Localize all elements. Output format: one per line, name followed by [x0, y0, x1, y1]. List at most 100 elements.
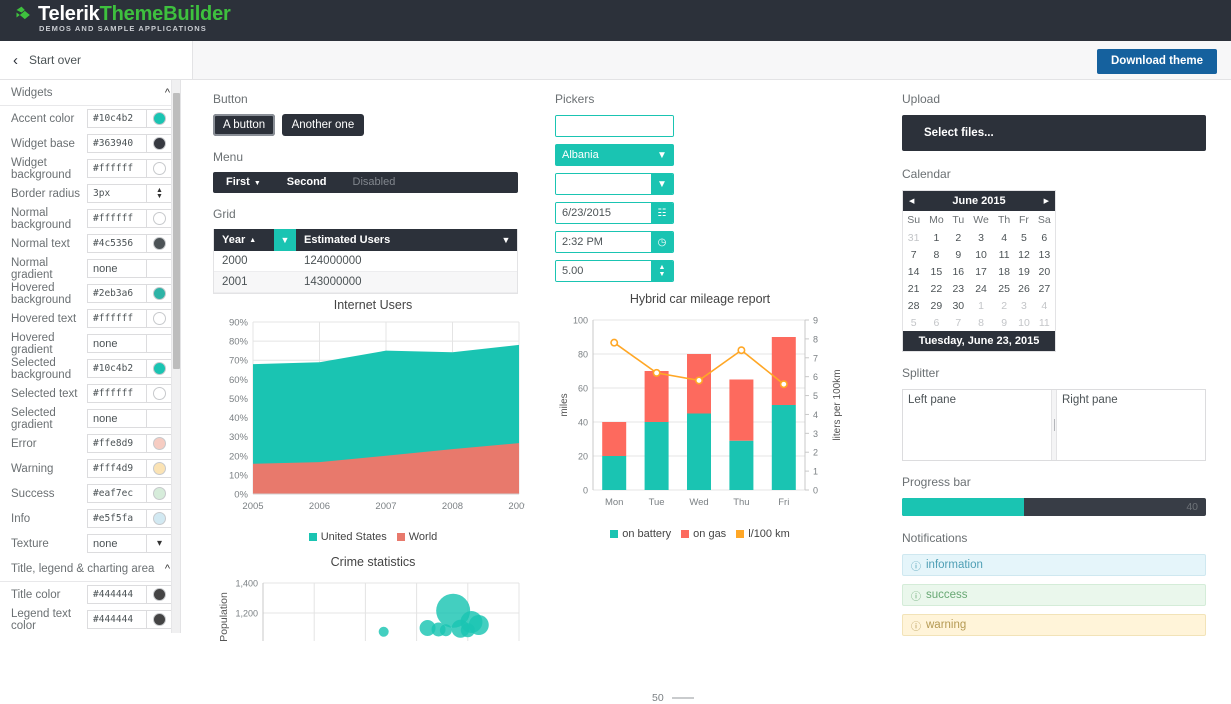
calendar-day-cell[interactable]: 13 [1038, 248, 1051, 261]
table-row[interactable]: 2001 143000000 [214, 272, 517, 293]
caret-left-icon[interactable]: ◀ [909, 198, 915, 205]
sidebar-property-value[interactable]: #ffe8d9 [87, 434, 147, 453]
start-over-button[interactable]: ‹ Start over [0, 41, 193, 79]
legend-item-world[interactable]: World [396, 531, 437, 543]
sidebar-property-value[interactable]: #2eb3a6 [87, 284, 147, 303]
calendar-day-cell[interactable]: 14 [907, 265, 920, 278]
color-swatch-button[interactable] [147, 109, 173, 128]
calendar-day-cell[interactable]: 1 [933, 231, 940, 244]
color-swatch-button[interactable] [147, 284, 173, 303]
dropdownlist-picker[interactable]: Albania ▼ [555, 144, 674, 166]
sidebar-section-header[interactable]: Title, legend & charting area ^ [0, 556, 180, 582]
sidebar-property-control[interactable]: #fff4d9 [87, 459, 173, 478]
sidebar-property-value[interactable]: #ffffff [87, 209, 147, 228]
calendar-day-cell[interactable]: 9 [955, 248, 962, 261]
sidebar-property-value[interactable]: none [87, 334, 147, 353]
calendar-day-cell[interactable]: 7 [910, 248, 917, 261]
calendar-day-cell[interactable]: 25 [998, 282, 1010, 295]
calendar-day-cell[interactable]: 4 [1001, 231, 1008, 244]
calendar-day-cell[interactable]: 15 [930, 265, 943, 278]
calendar-day-cell[interactable]: 21 [907, 282, 920, 295]
calendar-day-cell[interactable]: 6 [1041, 231, 1048, 244]
chevron-down-icon[interactable]: ▾ [147, 534, 173, 553]
sidebar-property-control[interactable]: #363940 [87, 134, 173, 153]
calendar-day-cell[interactable]: 23 [952, 282, 965, 295]
sidebar-scrollbar[interactable] [171, 80, 180, 633]
textbox-picker[interactable] [555, 115, 674, 137]
calendar-day-cell[interactable]: 10 [975, 248, 987, 261]
calendar-day-cell[interactable]: 1 [978, 299, 984, 312]
combobox-picker[interactable]: ▼ [555, 173, 674, 195]
sidebar-property-control[interactable]: none [87, 334, 173, 353]
sidebar-property-control[interactable]: none ▾ [87, 534, 173, 553]
sidebar-property-control[interactable]: #ffffff [87, 159, 173, 178]
color-swatch-button[interactable] [147, 359, 173, 378]
menu-item-second[interactable]: Second [286, 176, 327, 188]
slider-widget[interactable]: 50 [652, 692, 694, 704]
sidebar-property-control[interactable]: #444444 [87, 610, 173, 629]
color-swatch-button[interactable] [147, 309, 173, 328]
calendar-day-cell[interactable]: 16 [952, 265, 965, 278]
sidebar-property-control[interactable]: #eaf7ec [87, 484, 173, 503]
calendar-day-cell[interactable]: 5 [1021, 231, 1027, 244]
sidebar-property-value[interactable]: #eaf7ec [87, 484, 147, 503]
calendar-day-cell[interactable]: 10 [1018, 316, 1030, 329]
a-button[interactable]: A button [213, 114, 276, 136]
calendar-day-cell[interactable]: 30 [952, 299, 965, 312]
notification-success[interactable]: ⓘ success [902, 584, 1206, 606]
calendar-day-cell[interactable]: 2 [955, 231, 962, 244]
calendar-day-cell[interactable]: 20 [1038, 265, 1051, 278]
sidebar-property-value[interactable]: none [87, 409, 147, 428]
color-swatch-button[interactable] [147, 434, 173, 453]
calendar-day-cell[interactable]: 26 [1018, 282, 1030, 295]
color-swatch-button[interactable] [147, 585, 173, 604]
color-swatch-button[interactable] [147, 134, 173, 153]
sidebar-property-value[interactable]: #e5f5fa [87, 509, 147, 528]
calendar-day-cell[interactable]: 17 [975, 265, 987, 278]
calendar-day-cell[interactable]: 12 [1018, 248, 1030, 261]
sidebar-property-control[interactable]: #10c4b2 [87, 359, 173, 378]
color-swatch-button[interactable] [147, 209, 173, 228]
chevron-down-icon[interactable]: ▼ [651, 145, 673, 165]
sidebar-property-value[interactable]: #363940 [87, 134, 147, 153]
textbox-input[interactable] [556, 116, 673, 136]
calendar-day-cell[interactable]: 28 [907, 299, 920, 312]
sidebar-property-control[interactable]: #ffe8d9 [87, 434, 173, 453]
sidebar-property-control[interactable]: 3px ▲ ▼ [87, 184, 173, 203]
sidebar-property-control[interactable]: #ffffff [87, 309, 173, 328]
combobox-input[interactable] [556, 174, 651, 194]
sidebar-property-value[interactable]: 3px [87, 184, 147, 203]
legend-item-on-battery[interactable]: on battery [610, 528, 671, 540]
calendar-day-cell[interactable]: 29 [930, 299, 943, 312]
calendar-day-cell[interactable]: 8 [978, 316, 984, 329]
sidebar-property-value[interactable]: #ffffff [87, 159, 147, 178]
sidebar-property-value[interactable]: none [87, 534, 147, 553]
color-swatch-button[interactable] [147, 509, 173, 528]
calendar-day-cell[interactable]: 3 [978, 231, 984, 244]
sidebar-property-control[interactable]: #ffffff [87, 384, 173, 403]
datepicker-input[interactable] [556, 203, 651, 223]
calendar-day-cell[interactable]: 11 [998, 248, 1010, 261]
calendar-day-cell[interactable]: 3 [1021, 299, 1027, 312]
sidebar-property-value[interactable]: #fff4d9 [87, 459, 147, 478]
sidebar-property-control[interactable]: none [87, 409, 173, 428]
sidebar-property-value[interactable]: #444444 [87, 610, 147, 629]
calendar-day-cell[interactable]: 11 [1038, 316, 1050, 329]
calendar-day-cell[interactable]: 22 [930, 282, 943, 295]
sidebar-property-value[interactable]: #4c5356 [87, 234, 147, 253]
sidebar-property-control[interactable]: #10c4b2 [87, 109, 173, 128]
slider-track[interactable] [671, 697, 694, 699]
calendar-day-cell[interactable]: 24 [975, 282, 987, 295]
calendar-day-cell[interactable]: 4 [1041, 299, 1048, 312]
sidebar-property-control[interactable]: #e5f5fa [87, 509, 173, 528]
color-swatch-button[interactable] [147, 384, 173, 403]
legend-item-united-states[interactable]: United States [308, 531, 387, 543]
calendar-day-cell[interactable]: 19 [1018, 265, 1030, 278]
select-files-button[interactable]: Select files... [924, 127, 994, 139]
progress-bar[interactable]: 40 [902, 498, 1206, 516]
sidebar-property-value[interactable]: #444444 [87, 585, 147, 604]
color-swatch-button[interactable] [147, 159, 173, 178]
calendar-month-title[interactable]: June 2015 [952, 195, 1006, 207]
spinner-icon[interactable]: ▲ ▼ [651, 261, 673, 281]
numeric-input[interactable] [556, 261, 651, 281]
